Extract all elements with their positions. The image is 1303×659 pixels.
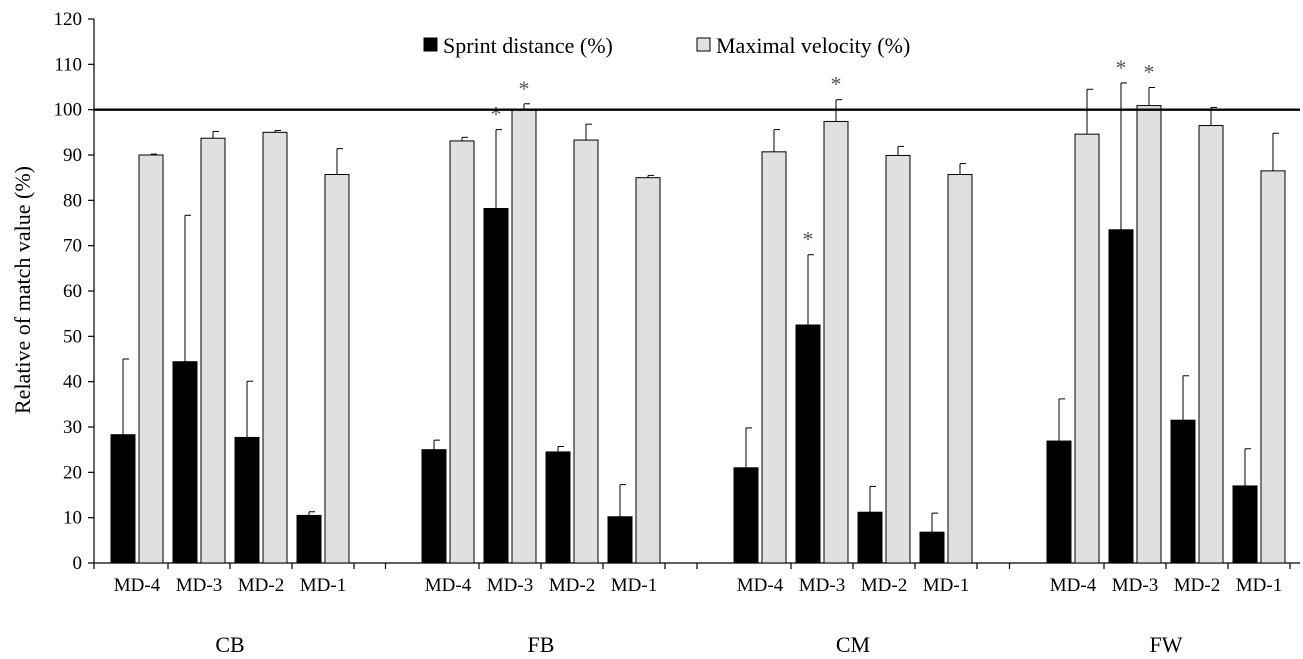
x-category-label: MD-4 (737, 575, 784, 596)
x-category-label: MD-2 (1174, 575, 1220, 596)
x-category-label: MD-3 (1112, 575, 1158, 596)
x-category-label: MD-2 (549, 575, 595, 596)
x-category-label: MD-4 (1050, 575, 1097, 596)
bar-maximal-velocity-cm-md-3 (823, 120, 849, 564)
y-tick-label: 40 (63, 372, 82, 393)
bar-maximal-velocity-fb-md-4 (449, 140, 475, 564)
bar-sprint-distance-cm-md-1 (919, 531, 945, 564)
legend-swatch-maximal-velocity (696, 37, 711, 52)
legend-swatch-sprint-distance (423, 37, 438, 52)
x-category-label: MD-1 (923, 575, 969, 596)
bar-maximal-velocity-fw-md-2 (1198, 125, 1224, 564)
bar-sprint-distance-cb-md-3 (172, 361, 198, 564)
legend-label-sprint-distance: Sprint distance (%) (443, 33, 613, 58)
legend-label-maximal-velocity: Maximal velocity (%) (716, 33, 910, 58)
x-category-label: MD-3 (799, 575, 845, 596)
bar-sprint-distance-fb-md-3 (483, 207, 509, 564)
y-tick-label: 110 (54, 54, 82, 75)
x-category-label: MD-2 (861, 575, 907, 596)
bar-sprint-distance-fw-md-1 (1232, 485, 1258, 564)
bar-maximal-velocity-cm-md-1 (947, 173, 973, 564)
y-tick-label: 60 (63, 281, 82, 302)
y-tick-label: 10 (63, 508, 82, 529)
bar-sprint-distance-fb-md-2 (545, 451, 571, 564)
bar-sprint-distance-fb-md-1 (607, 516, 633, 564)
bar-maximal-velocity-fw-md-3 (1136, 105, 1162, 564)
group-label-cm: CM (836, 632, 870, 657)
y-tick-label: 100 (54, 100, 83, 121)
x-category-label: MD-3 (487, 575, 533, 596)
significance-marker: * (803, 227, 814, 252)
bar-sprint-distance-cb-md-4 (110, 434, 136, 564)
bar-sprint-distance-fw-md-4 (1046, 440, 1072, 564)
group-label-fb: FB (528, 632, 555, 657)
group-label-cb: CB (215, 632, 244, 657)
significance-marker: * (519, 76, 530, 101)
y-tick-label: 30 (63, 417, 82, 438)
bar-sprint-distance-fb-md-4 (421, 449, 447, 564)
x-category-label: MD-4 (425, 575, 472, 596)
bar-maximal-velocity-cb-md-3 (200, 137, 226, 564)
bar-sprint-distance-fw-md-3 (1108, 229, 1134, 564)
bar-sprint-distance-cb-md-2 (234, 436, 260, 564)
y-tick-label: 120 (54, 9, 83, 30)
bar-maximal-velocity-cb-md-1 (324, 173, 350, 564)
significance-marker: * (1116, 55, 1127, 80)
y-tick-label: 80 (63, 190, 82, 211)
x-category-label: MD-2 (238, 575, 284, 596)
bar-sprint-distance-fw-md-2 (1170, 419, 1196, 564)
y-tick-label: 0 (73, 553, 83, 574)
bar-maximal-velocity-cb-md-2 (262, 131, 288, 564)
bar-maximal-velocity-fw-md-4 (1074, 133, 1100, 564)
y-axis-label: Relative of match value (%) (10, 166, 35, 414)
y-tick-label: 90 (63, 145, 82, 166)
legend: Sprint distance (%) Maximal velocity (%) (423, 33, 910, 58)
bar-sprint-distance-cm-md-2 (857, 511, 883, 564)
significance-marker: * (1144, 59, 1155, 84)
bar-maximal-velocity-fb-md-3 (511, 109, 537, 564)
group-label-fw: FW (1150, 632, 1183, 657)
plot-area: 0 10 20 30 40 50 60 70 80 90 100 110 120 MD-4 MD-3 MD-2… (54, 9, 1300, 657)
bar-sprint-distance-cm-md-3 (795, 324, 821, 564)
x-category-label: MD-1 (611, 575, 657, 596)
x-category-label: MD-1 (1236, 575, 1282, 596)
bar-maximal-velocity-fb-md-2 (573, 139, 599, 564)
y-tick-label: 70 (63, 236, 82, 257)
y-tick-label: 20 (63, 462, 82, 483)
bar-maximal-velocity-cm-md-4 (761, 151, 787, 564)
x-category-label: MD-1 (300, 575, 346, 596)
bar-sprint-distance-cb-md-1 (296, 514, 322, 564)
bar-maximal-velocity-fw-md-1 (1260, 170, 1286, 564)
bar-maximal-velocity-cm-md-2 (885, 154, 911, 564)
significance-marker: * (491, 102, 502, 127)
y-tick-label: 50 (63, 326, 82, 347)
significance-marker: * (831, 72, 842, 97)
x-category-label: MD-4 (114, 575, 161, 596)
bar-maximal-velocity-cb-md-4 (138, 154, 164, 564)
bar-sprint-distance-cm-md-4 (733, 467, 759, 564)
bar-maximal-velocity-fb-md-1 (635, 177, 661, 564)
x-category-label: MD-3 (176, 575, 222, 596)
